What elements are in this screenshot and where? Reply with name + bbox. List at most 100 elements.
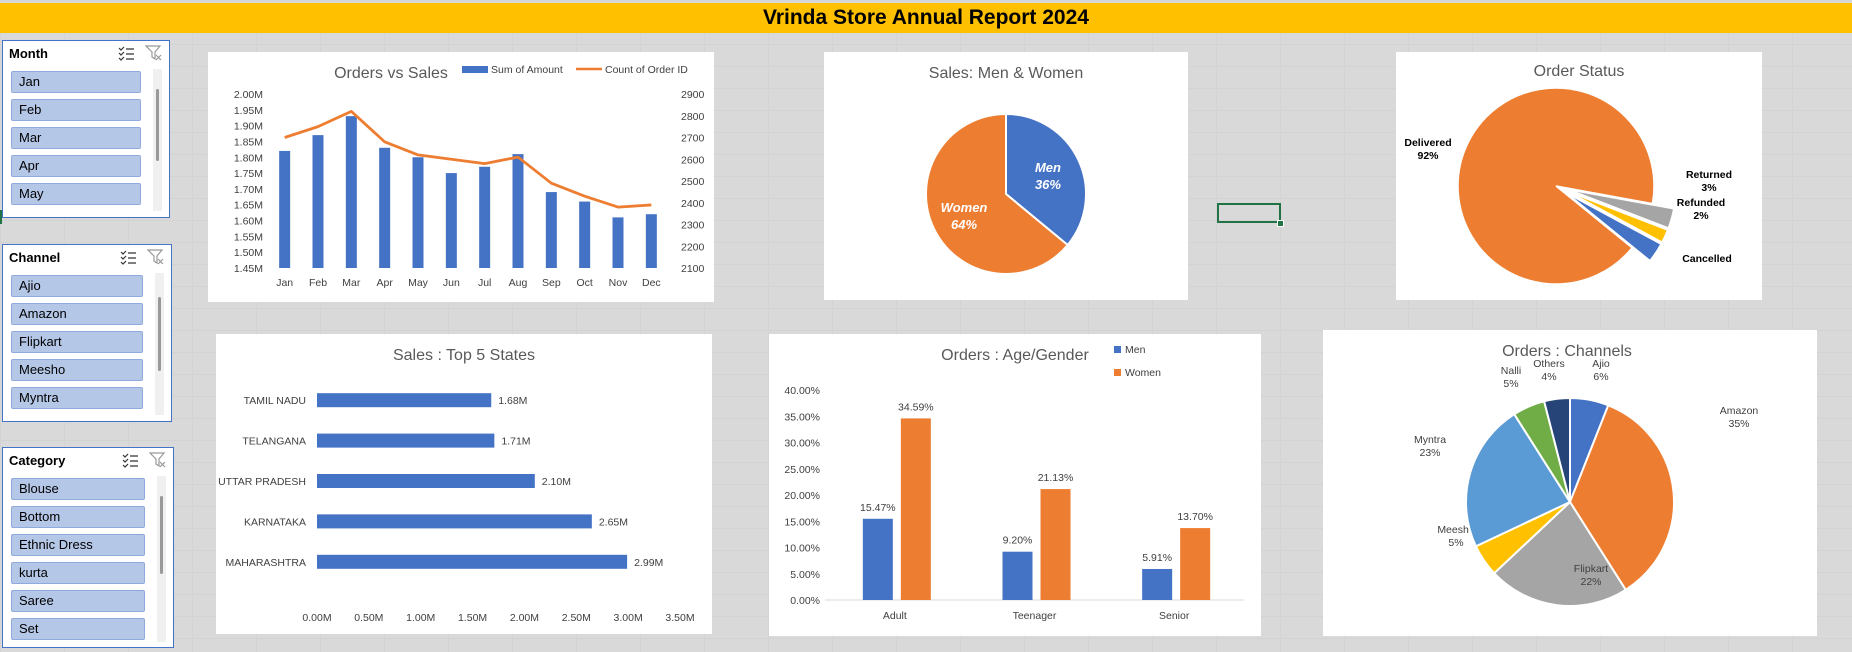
slicer-item-meesho[interactable]: Meesho xyxy=(11,359,143,381)
clear-filter-icon[interactable] xyxy=(147,249,165,265)
left-axis-tick: 2.00M xyxy=(234,89,263,101)
orders-channels-chart[interactable]: Orders : Channels Ajio 6% Amazon 35% Flipkart… xyxy=(1323,330,1817,636)
category-slicer[interactable]: Category Blouse Bottom Ethnic Dress kurta Sa… xyxy=(2,447,174,648)
x-axis-tick: Dec xyxy=(642,277,661,289)
slicer-item-apr[interactable]: Apr xyxy=(11,155,141,177)
slicer-item-feb[interactable]: Feb xyxy=(11,99,141,121)
x-axis-tick: 0.00M xyxy=(302,612,331,624)
bar-sales xyxy=(279,150,291,268)
left-axis-tick: 1.55M xyxy=(234,231,263,243)
age-gender-chart[interactable]: Orders : Age/Gender Men Women 0.00% 5.00% 10.… xyxy=(769,334,1261,636)
x-axis-tick: Adult xyxy=(883,610,907,622)
y-axis-tick: 35.00% xyxy=(784,411,820,423)
pie-label-nalli: Nalli xyxy=(1501,365,1521,377)
multi-select-icon[interactable] xyxy=(121,452,139,468)
pie-value-amazon: 35% xyxy=(1728,418,1749,430)
pie-slice-myntra xyxy=(1465,412,1572,548)
data-label: 2.99M xyxy=(634,557,663,569)
data-label: 2.10M xyxy=(542,476,571,488)
pie-value-refunded: 2% xyxy=(1693,210,1709,222)
x-axis-tick: Feb xyxy=(309,277,327,289)
bar-sales xyxy=(612,217,624,268)
legend-swatch-women xyxy=(1114,369,1121,376)
pie-label-delivered: Delivered xyxy=(1404,137,1451,149)
bar-sales xyxy=(412,157,424,268)
left-axis-tick: 1.70M xyxy=(234,184,263,196)
y-axis-tick: 10.00% xyxy=(784,543,820,555)
slicer-item-ajio[interactable]: Ajio xyxy=(11,275,143,297)
top-5-states-chart[interactable]: Sales : Top 5 States TAMIL NADU 1.68M TELAN… xyxy=(216,334,712,634)
pie-label-myntra: Myntra xyxy=(1414,434,1446,446)
multi-select-icon[interactable] xyxy=(119,249,137,265)
slicer-item-blouse[interactable]: Blouse xyxy=(11,478,145,500)
clear-filter-icon[interactable] xyxy=(145,45,163,61)
pie-slice-returned xyxy=(1569,189,1675,229)
bar-sales xyxy=(345,116,357,269)
bar-sales xyxy=(645,214,657,268)
y-axis-tick: 15.00% xyxy=(784,516,820,528)
pie-value-meesho: 5% xyxy=(1448,537,1463,549)
row-marker xyxy=(0,210,2,224)
bar-sales xyxy=(312,135,324,268)
x-axis-tick: Aug xyxy=(509,277,528,289)
x-axis-tick: 0.50M xyxy=(354,612,383,624)
pie-slice-refunded xyxy=(1568,191,1669,244)
pie-label-returned: Returned xyxy=(1686,169,1732,181)
data-label: 1.68M xyxy=(498,395,527,407)
fill-handle[interactable] xyxy=(1277,220,1284,227)
left-axis-tick: 1.80M xyxy=(234,152,263,164)
slicer-item-kurta[interactable]: kurta xyxy=(11,562,145,584)
top-5-states-svg: Sales : Top 5 States TAMIL NADU 1.68M TELAN… xyxy=(218,347,695,624)
pie-label-others: Others xyxy=(1533,358,1565,370)
slicer-item-bottom[interactable]: Bottom xyxy=(11,506,145,528)
slicer-item-jan[interactable]: Jan xyxy=(11,71,141,93)
slicer-item-saree[interactable]: Saree xyxy=(11,590,145,612)
chart-title: Orders : Channels xyxy=(1502,343,1632,360)
bar-men xyxy=(1002,551,1033,600)
pie-slice-delivered xyxy=(1457,87,1655,285)
orders-vs-sales-chart[interactable]: Orders vs Sales Sum of Amount Count of Ord… xyxy=(208,52,714,302)
order-status-chart[interactable]: Order Status Delivered 92% Returned 3% Refund… xyxy=(1396,52,1762,300)
slicer-item-may[interactable]: May xyxy=(11,183,141,205)
chart-title: Sales: Men & Women xyxy=(929,65,1083,82)
pie-label-men: Men xyxy=(1035,160,1061,175)
y-axis-tick: TAMIL NADU xyxy=(244,395,306,407)
data-label: 9.20% xyxy=(1003,535,1033,547)
clear-filter-icon[interactable] xyxy=(149,452,167,468)
sales-men-women-svg: Sales: Men & Women Men 36% Women 64% xyxy=(925,65,1087,275)
slicer-item-flipkart[interactable]: Flipkart xyxy=(11,331,143,353)
multi-select-icon[interactable] xyxy=(117,45,135,61)
bar-sales xyxy=(445,173,457,268)
left-axis-tick: 1.50M xyxy=(234,247,263,259)
slicer-scrollbar[interactable] xyxy=(158,297,161,371)
month-slicer[interactable]: Month Jan Feb Mar Apr May xyxy=(2,40,170,218)
slicer-item-ethnic-dress[interactable]: Ethnic Dress xyxy=(11,534,145,556)
x-axis-tick: Teenager xyxy=(1013,610,1057,622)
x-axis-tick: Sep xyxy=(542,277,561,289)
slicer-item-amazon[interactable]: Amazon xyxy=(11,303,143,325)
data-label: 15.47% xyxy=(860,502,896,514)
pie-value-ajio: 6% xyxy=(1593,371,1608,383)
slicer-item-mar[interactable]: Mar xyxy=(11,127,141,149)
slicer-item-myntra[interactable]: Myntra xyxy=(11,387,143,409)
bar-state xyxy=(317,514,592,529)
bar-women xyxy=(900,418,931,600)
slicer-item-set[interactable]: Set xyxy=(11,618,145,640)
pie-label-ajio: Ajio xyxy=(1592,358,1610,370)
bar-women xyxy=(1040,489,1071,600)
pie-value-flipkart: 22% xyxy=(1580,576,1601,588)
bar-state xyxy=(317,393,492,408)
right-axis-tick: 2500 xyxy=(681,176,705,188)
y-axis-tick: 25.00% xyxy=(784,464,820,476)
bar-state xyxy=(317,474,535,488)
channel-slicer[interactable]: Channel Ajio Amazon Flipkart Meesho Myntra xyxy=(2,244,172,422)
x-axis-tick: Apr xyxy=(376,277,393,289)
line-orders xyxy=(284,110,652,209)
pie-slice-cancelled xyxy=(1567,193,1662,262)
pie-label-refunded: Refunded xyxy=(1677,197,1725,209)
slicer-scrollbar[interactable] xyxy=(160,496,163,574)
slicer-scrollbar[interactable] xyxy=(156,89,159,161)
sales-men-women-chart[interactable]: Sales: Men & Women Men 36% Women 64% xyxy=(824,52,1188,300)
left-axis-tick: 1.60M xyxy=(234,216,263,228)
selected-cell[interactable] xyxy=(1217,203,1281,223)
